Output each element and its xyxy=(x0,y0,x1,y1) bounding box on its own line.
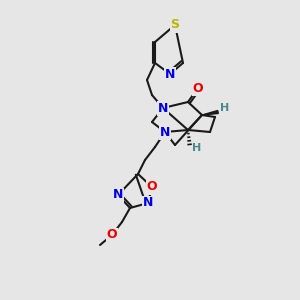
Polygon shape xyxy=(202,110,218,115)
Text: O: O xyxy=(107,229,117,242)
Text: O: O xyxy=(193,82,203,94)
Text: N: N xyxy=(158,101,168,115)
Text: N: N xyxy=(165,68,175,80)
Text: H: H xyxy=(220,103,229,113)
Text: S: S xyxy=(170,19,179,32)
Text: O: O xyxy=(147,181,157,194)
Text: N: N xyxy=(113,188,123,202)
Text: N: N xyxy=(160,125,170,139)
Text: H: H xyxy=(192,143,201,153)
Text: N: N xyxy=(143,196,153,209)
